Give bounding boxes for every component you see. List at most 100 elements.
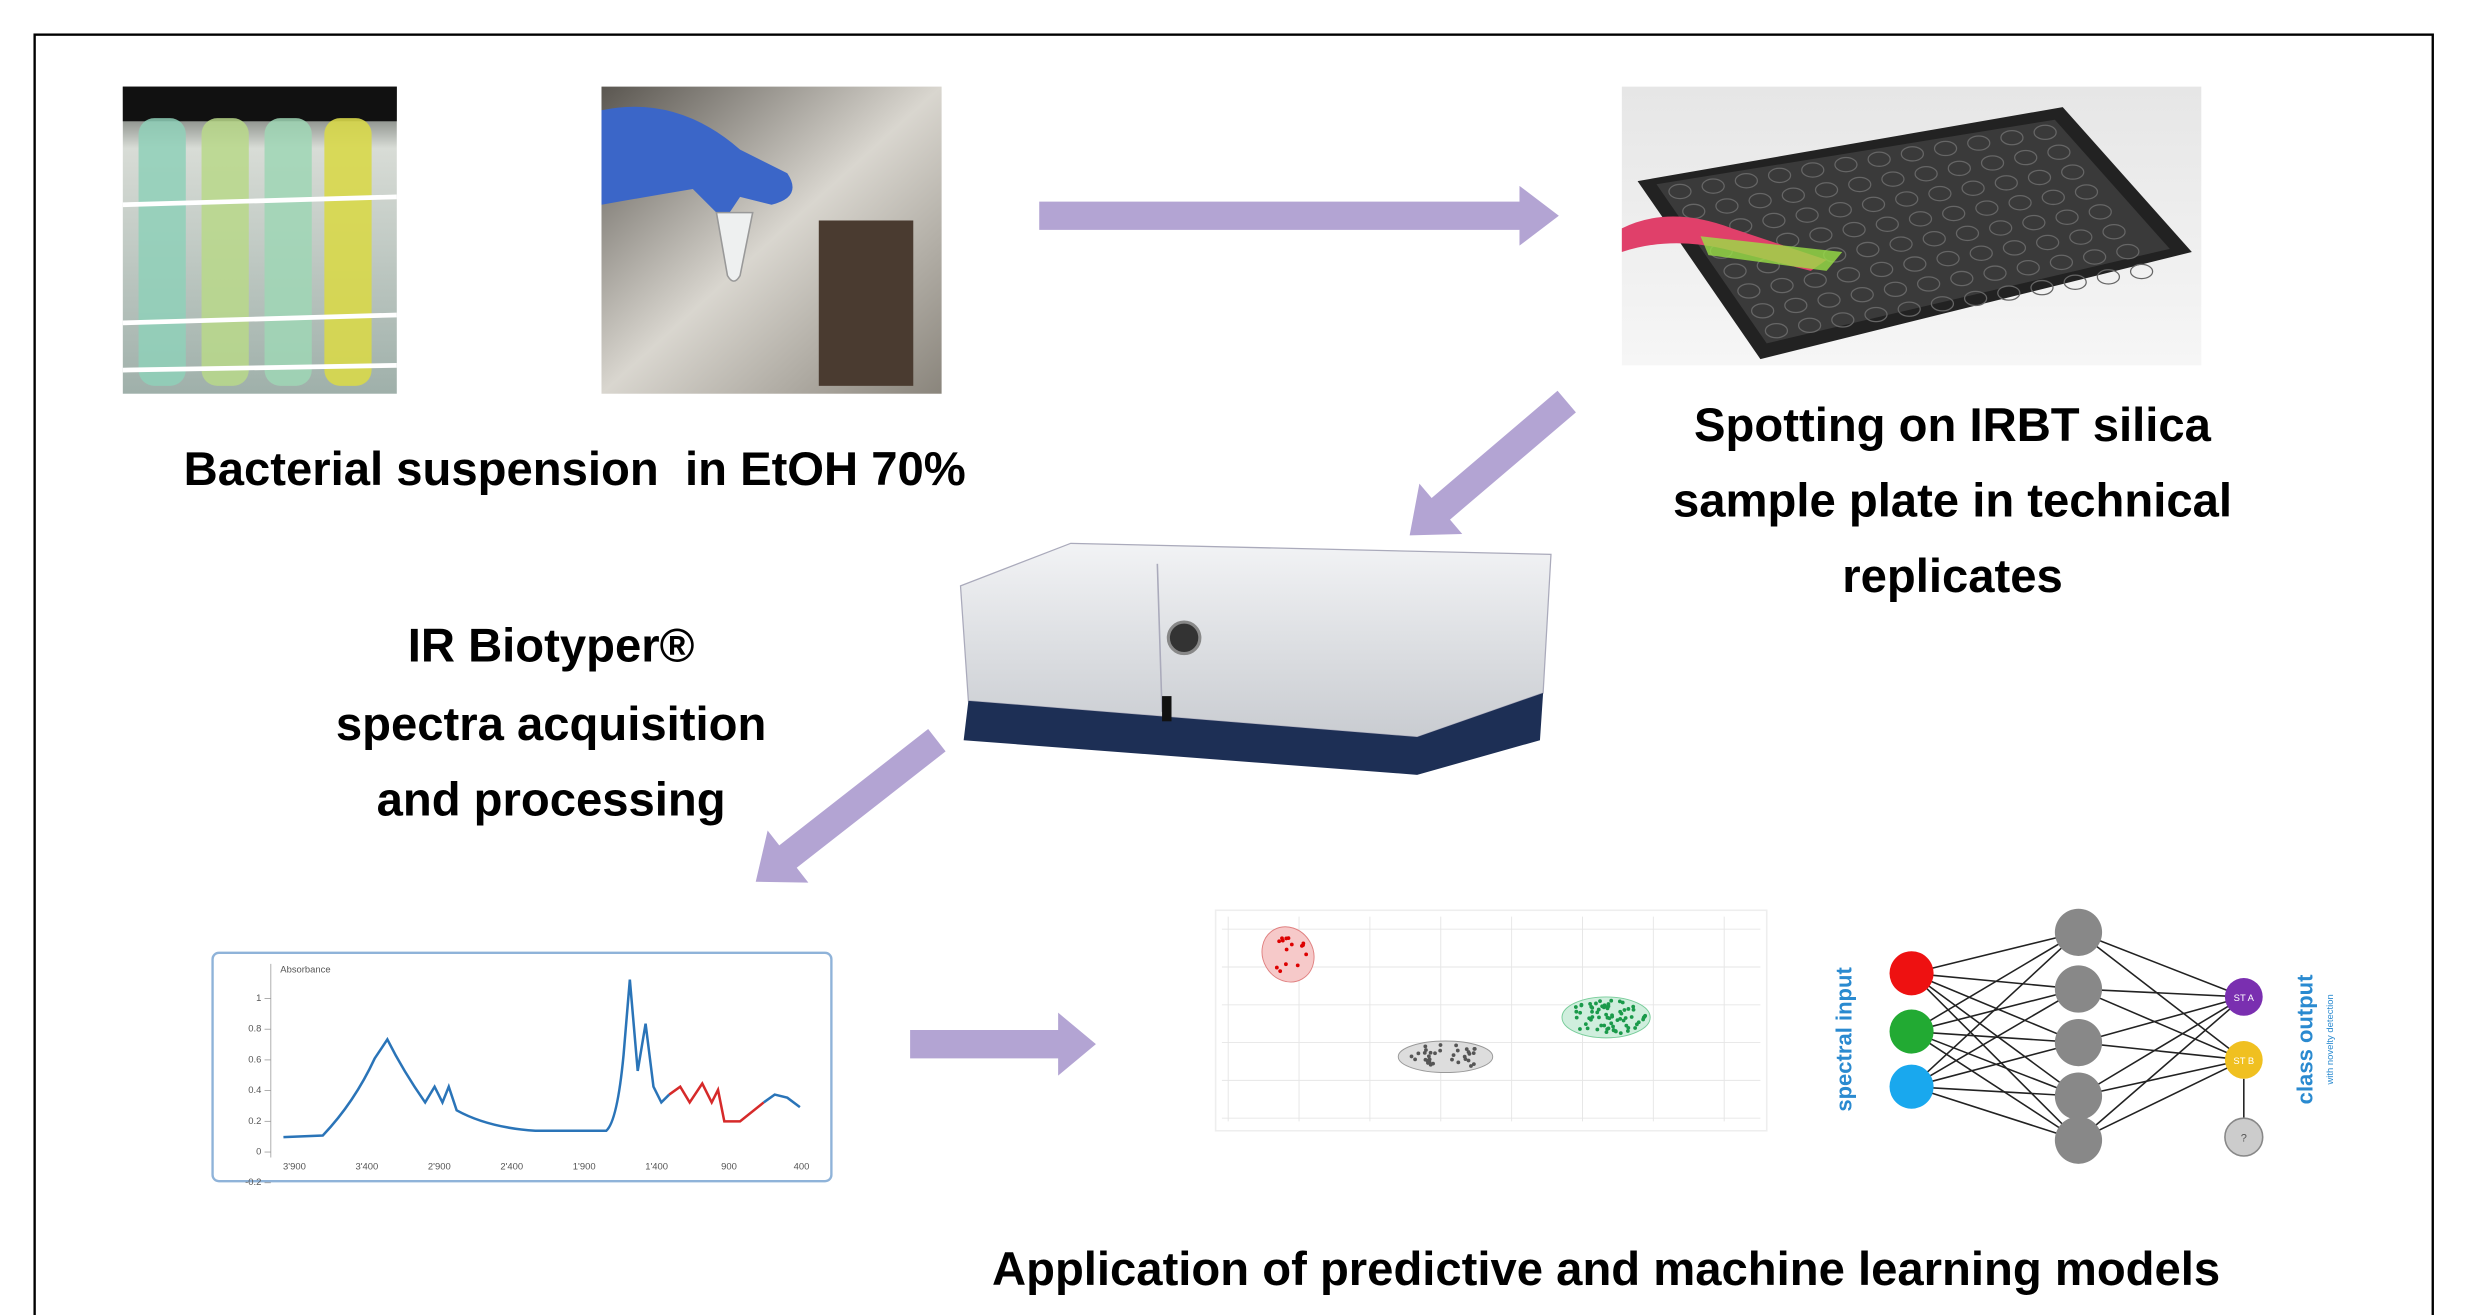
- dot: [1597, 1016, 1601, 1020]
- dot: [1616, 1018, 1620, 1022]
- dot: [1595, 1010, 1599, 1014]
- dot: [1612, 1029, 1616, 1033]
- dot: [1427, 1054, 1431, 1058]
- dot: [1611, 1025, 1615, 1029]
- dot: [1454, 1044, 1458, 1048]
- dot: [1574, 1005, 1578, 1009]
- step-label: sample plate in technical: [1673, 474, 2232, 527]
- node: [2055, 1019, 2102, 1066]
- figure: Bacterial suspension in EtOH 70% Spottin…: [0, 0, 2469, 1315]
- arrow: [910, 1013, 1096, 1076]
- dot: [1590, 1015, 1594, 1019]
- node: [2055, 1073, 2102, 1120]
- dot: [1463, 1055, 1467, 1059]
- dot: [1632, 1008, 1636, 1012]
- step-label: spectra acquisition: [336, 698, 766, 751]
- edge: [2078, 932, 2243, 997]
- node: [2055, 1117, 2102, 1164]
- x-tick-label: 400: [794, 1162, 810, 1173]
- edge: [1912, 932, 2079, 1031]
- x-tick-label: 3'900: [283, 1162, 306, 1173]
- edge: [2078, 997, 2243, 1096]
- edge: [2078, 997, 2243, 1043]
- edge: [2078, 1060, 2243, 1140]
- tubes-photo: [123, 87, 397, 394]
- dot: [1633, 1026, 1637, 1030]
- tube-in-glove-photo: [601, 87, 941, 394]
- dot: [1275, 966, 1279, 970]
- edge: [2078, 1043, 2243, 1060]
- class-label: ?: [2241, 1133, 2247, 1145]
- dot: [1584, 1022, 1588, 1026]
- edge: [2078, 1060, 2243, 1096]
- y-tick-label: 0.8: [248, 1024, 261, 1035]
- ir-biotyper-instrument: [961, 543, 1551, 775]
- dot: [1465, 1047, 1469, 1051]
- dot: [1630, 1015, 1634, 1019]
- dot: [1450, 1058, 1454, 1062]
- dot: [1284, 962, 1288, 966]
- edge: [1912, 973, 2079, 1096]
- edge: [1912, 989, 2079, 1087]
- step-label: Application of predictive and machine le…: [992, 1243, 2220, 1296]
- class-label: ST B: [2233, 1056, 2254, 1067]
- arrow: [1388, 376, 1588, 560]
- dot: [1473, 1047, 1477, 1051]
- arrow: [735, 714, 957, 908]
- dot: [1290, 943, 1294, 947]
- dot: [1575, 1016, 1579, 1020]
- dot: [1423, 1051, 1427, 1055]
- neural-network: ST A ST B ? spectral input class output …: [1831, 909, 2336, 1164]
- dot: [1574, 1010, 1578, 1014]
- sample-plate-photo: [1622, 87, 2201, 366]
- dot: [1413, 1057, 1417, 1061]
- dot: [1416, 1052, 1420, 1056]
- step-label: and processing: [377, 774, 726, 827]
- dot: [1590, 1006, 1594, 1010]
- dot: [1285, 948, 1289, 952]
- edge: [2078, 989, 2243, 1060]
- step-label: replicates: [1842, 550, 2063, 603]
- dot: [1472, 1051, 1476, 1055]
- dot: [1423, 1044, 1427, 1048]
- dot: [1608, 1016, 1612, 1020]
- dot: [1590, 1010, 1594, 1014]
- class-label: ST A: [2234, 993, 2255, 1004]
- edge: [1912, 973, 2079, 1140]
- output-label: class output: [2293, 974, 2318, 1104]
- dot: [1605, 1027, 1609, 1031]
- dot: [1627, 1007, 1631, 1011]
- step-label: Bacterial suspension in EtOH 70%: [184, 443, 966, 496]
- dot: [1467, 1059, 1471, 1063]
- edge: [2078, 997, 2243, 1140]
- dot: [1578, 1027, 1582, 1031]
- dot: [1579, 1004, 1583, 1008]
- node: [2055, 965, 2102, 1012]
- dot: [1277, 939, 1281, 943]
- dot: [1468, 1052, 1472, 1056]
- step-label: Spotting on IRBT silica: [1694, 399, 2212, 452]
- dot: [1588, 1002, 1592, 1006]
- edge: [1912, 973, 2079, 1042]
- dot: [1287, 936, 1291, 940]
- output-note: with novelty detection: [2325, 994, 2336, 1085]
- input-label: spectral input: [1831, 967, 1856, 1112]
- dot: [1618, 1000, 1622, 1004]
- dot: [1643, 1014, 1647, 1018]
- dot: [1635, 1022, 1639, 1026]
- dot: [1281, 939, 1285, 943]
- dot: [1600, 1004, 1604, 1008]
- dot: [1410, 1055, 1414, 1059]
- dot: [1626, 1029, 1630, 1033]
- x-tick-label: 900: [721, 1162, 737, 1173]
- dot: [1456, 1060, 1460, 1064]
- dot: [1304, 953, 1308, 957]
- dot: [1438, 1049, 1442, 1053]
- dot: [1296, 964, 1300, 968]
- edge: [1912, 932, 2079, 973]
- dot: [1431, 1062, 1435, 1066]
- dot: [1301, 941, 1305, 945]
- x-tick-label: 1'900: [573, 1162, 596, 1173]
- dot: [1595, 1028, 1599, 1032]
- dot: [1620, 1012, 1624, 1016]
